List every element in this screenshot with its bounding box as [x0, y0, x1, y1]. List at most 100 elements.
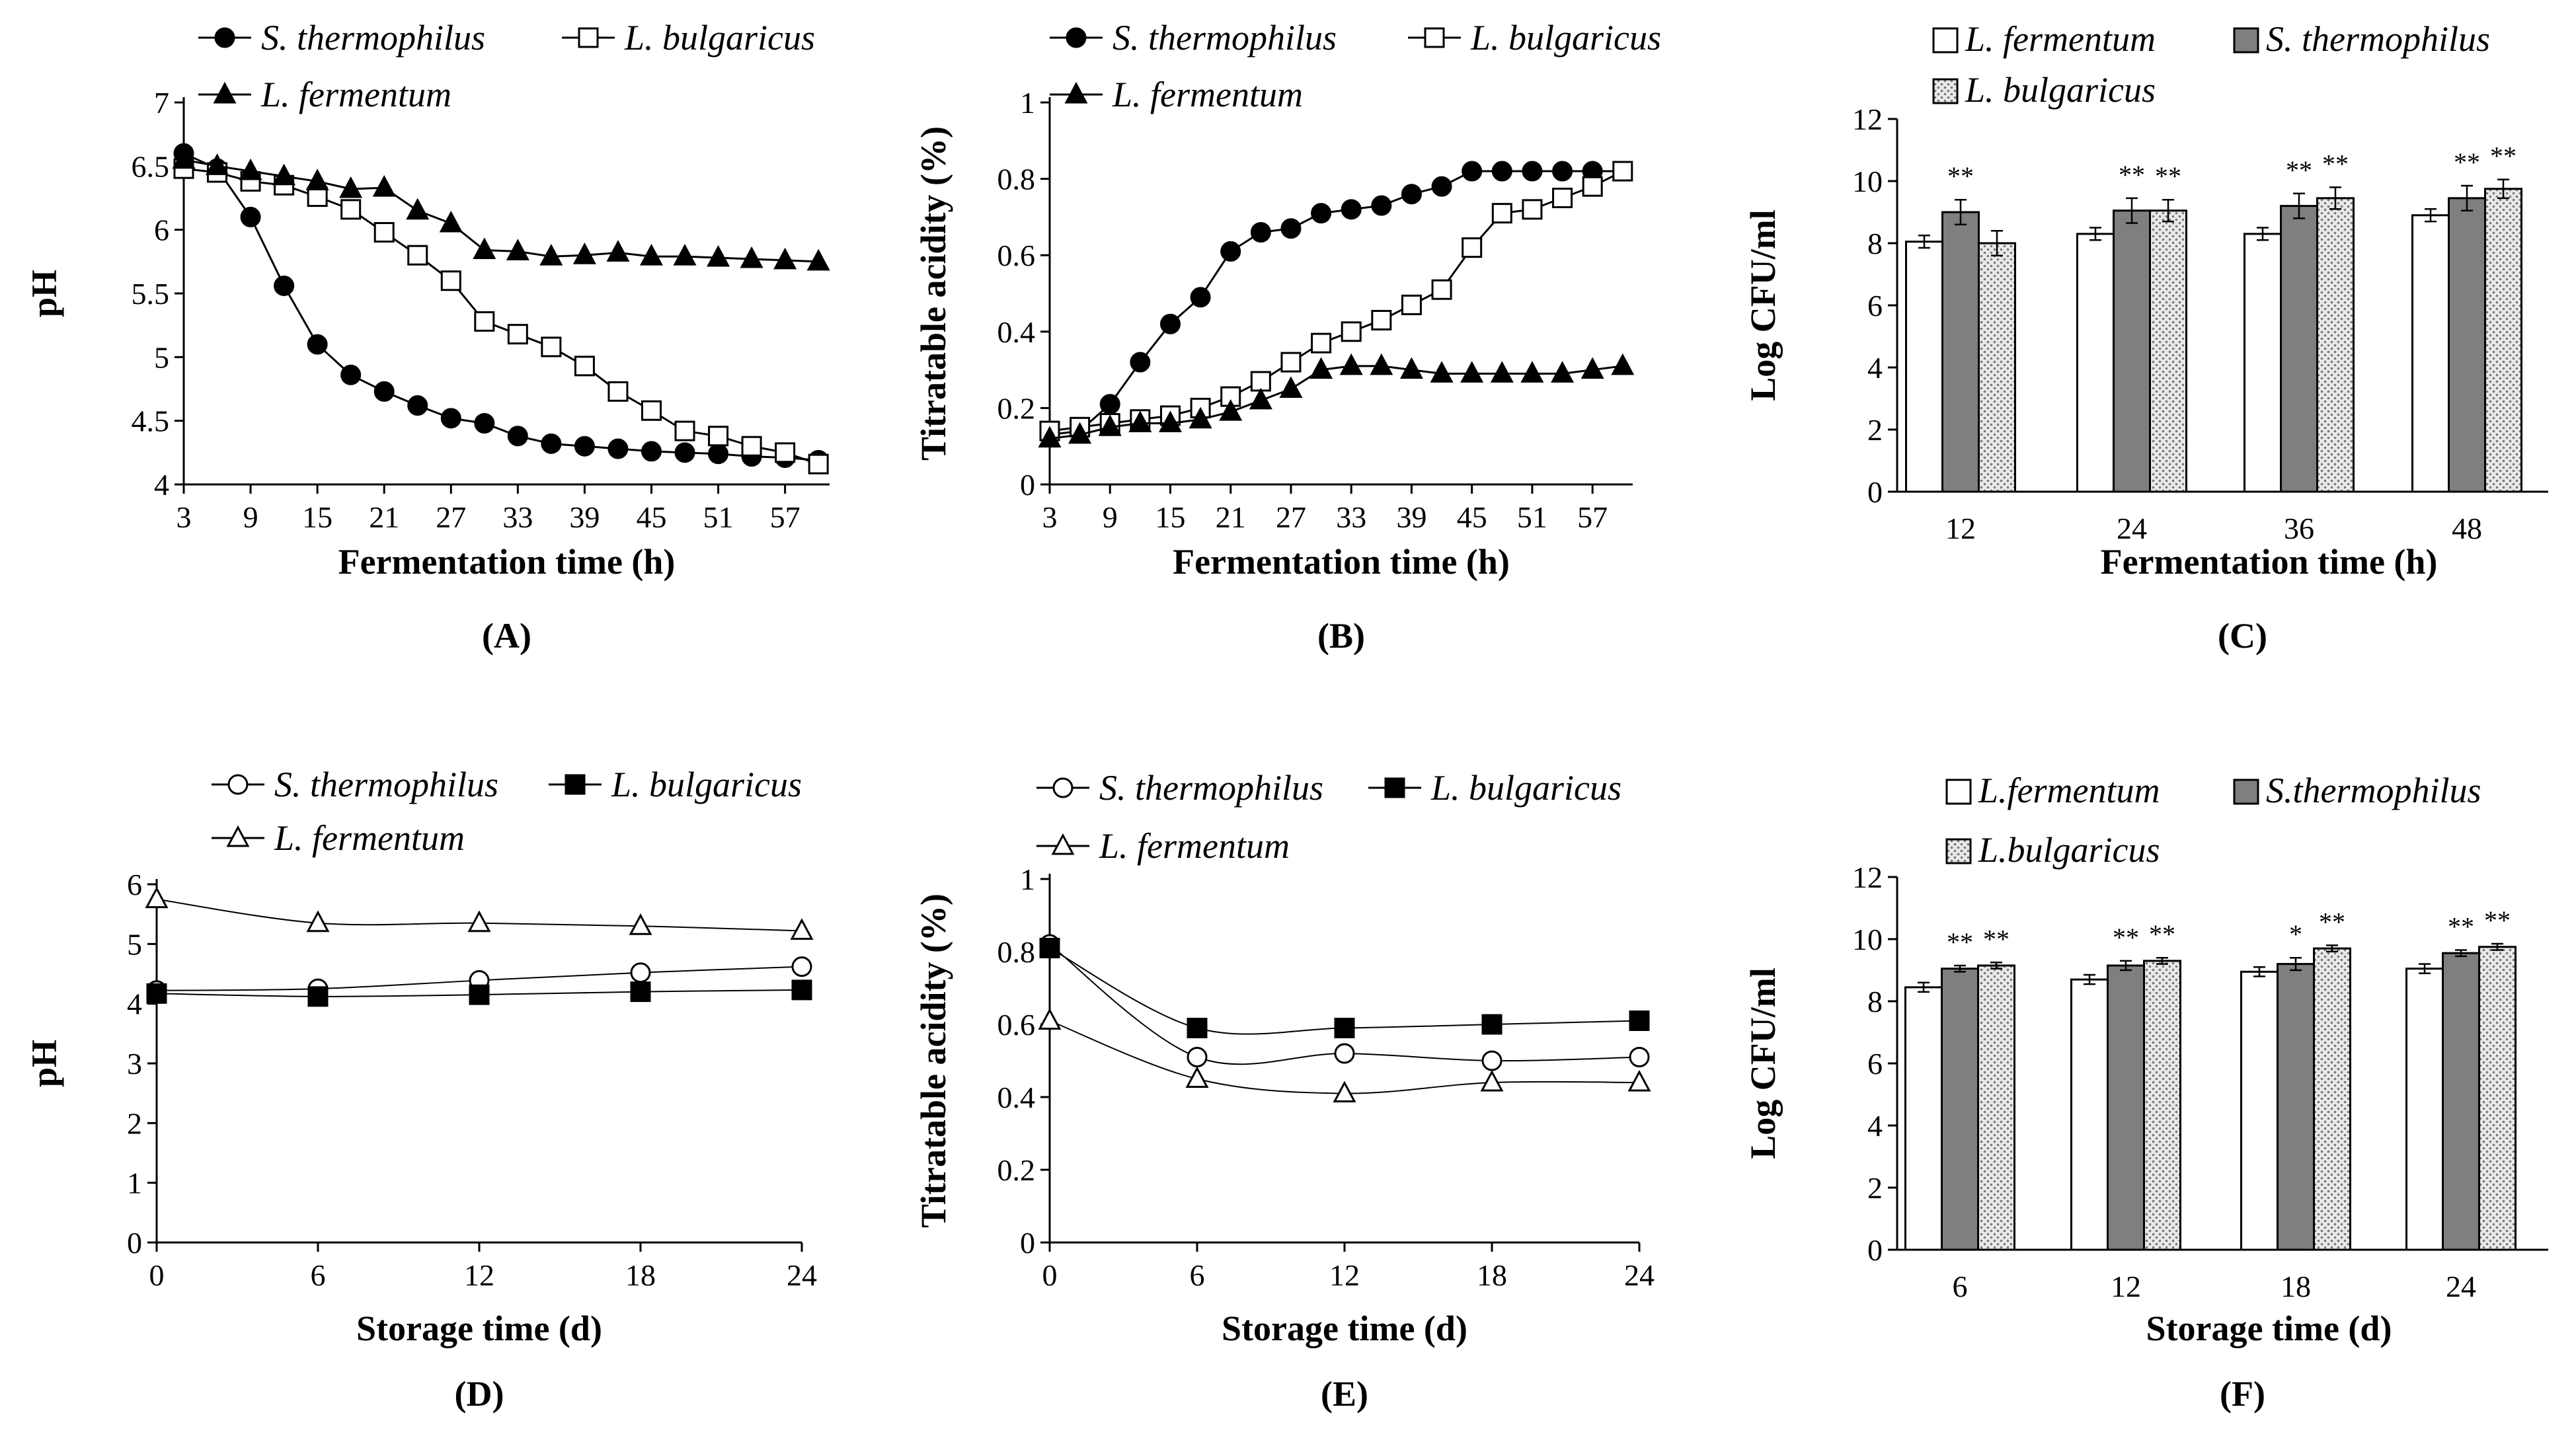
significance-mark: ** — [2448, 911, 2474, 941]
y-tick-label: 0 — [127, 1226, 142, 1260]
data-point — [791, 956, 812, 977]
y-tick-label: 1 — [1020, 862, 1035, 896]
significance-mark: ** — [1947, 927, 1973, 957]
data-point — [791, 979, 812, 1001]
x-tick-label: 9 — [243, 500, 258, 534]
legend-item-l-bulgaricus: L.bulgaricus — [1945, 830, 2160, 870]
legend-label: L. bulgaricus — [1430, 768, 1621, 808]
data-point — [630, 962, 651, 983]
data-point — [1189, 406, 1212, 429]
x-tick-label: 12 — [1945, 512, 1976, 545]
x-tick-label: 33 — [1336, 500, 1366, 534]
y-tick-label: 0 — [1867, 475, 1883, 509]
y-tick-label: 5 — [154, 340, 169, 374]
series-l-fermentum — [1038, 1008, 1651, 1102]
x-tick-label: 9 — [1103, 500, 1118, 534]
data-point — [1481, 1050, 1503, 1071]
x-axis-label: Fermentation time (h) — [338, 542, 676, 582]
significance-mark: ** — [2484, 905, 2511, 935]
y-axis-label: pH — [24, 1040, 64, 1087]
data-point — [1249, 387, 1272, 410]
legend-item-s-thermophilus: S. thermophilus — [2233, 19, 2490, 59]
data-point — [1158, 410, 1182, 433]
legend-label: S. thermophilus — [1112, 18, 1337, 57]
data-point — [1627, 1069, 1651, 1092]
bar-s-thermophilus — [1941, 211, 1980, 493]
bar-s-thermophilus — [2280, 205, 2318, 493]
legend-label: L. fermentum — [274, 818, 465, 858]
data-point — [307, 986, 329, 1007]
y-tick-label: 6 — [127, 868, 142, 901]
legend-label: L. bulgaricus — [611, 765, 802, 804]
data-point — [372, 174, 396, 197]
legend-item-l-bulgaricus: L. bulgaricus — [549, 765, 802, 804]
legend-label: L.fermentum — [1978, 771, 2160, 810]
data-point — [1128, 410, 1152, 433]
x-tick-label: 6 — [1190, 1258, 1205, 1292]
significance-mark: ** — [2319, 907, 2345, 936]
data-point — [146, 983, 167, 1004]
series-l-bulgaricus — [1039, 938, 1650, 1038]
data-point — [172, 147, 196, 169]
legend-item-s-thermophilus: S. thermophilus — [198, 18, 485, 57]
data-point — [1250, 222, 1271, 243]
data-point — [1098, 414, 1122, 436]
data-point — [1341, 321, 1362, 342]
x-tick-label: 18 — [1477, 1258, 1507, 1292]
x-tick-label: 27 — [1276, 500, 1306, 534]
data-point — [1480, 1069, 1504, 1092]
data-point — [406, 198, 430, 220]
significance-mark: ** — [2119, 160, 2145, 190]
data-point — [1522, 199, 1543, 220]
data-point — [1371, 309, 1392, 330]
data-point — [340, 364, 362, 385]
data-point — [572, 243, 596, 264]
y-tick-label: 1 — [127, 1166, 142, 1200]
legend-marker — [1052, 777, 1073, 798]
legend-marker — [214, 27, 235, 48]
data-point — [1280, 218, 1302, 239]
x-tick-label: 0 — [1042, 1258, 1058, 1292]
legend-marker — [227, 774, 249, 795]
data-point — [639, 243, 663, 266]
x-tick-label: 57 — [1577, 500, 1608, 534]
legend-swatch — [1945, 779, 1972, 805]
data-point — [1491, 203, 1512, 224]
bar-l-fermentum — [2411, 214, 2450, 493]
x-tick-label: 12 — [2111, 1270, 2141, 1303]
data-point — [407, 395, 428, 416]
significance-mark: ** — [2113, 923, 2139, 952]
legend-item-l-bulgaricus: L. bulgaricus — [1932, 70, 2156, 110]
x-tick-label: 15 — [302, 500, 332, 534]
data-point — [506, 239, 529, 260]
series-l-bulgaricus — [173, 158, 829, 475]
data-point — [1219, 399, 1243, 421]
x-axis-label: Fermentation time (h) — [2101, 542, 2438, 582]
series-l-fermentum — [145, 886, 814, 940]
legend-label: L. fermentum — [1112, 75, 1303, 114]
data-point — [307, 334, 328, 355]
x-tick-label: 45 — [636, 500, 666, 534]
data-point — [1582, 176, 1603, 197]
bar-s-thermophilus — [2113, 210, 2151, 493]
x-axis-label: Fermentation time (h) — [1173, 542, 1510, 582]
data-point — [740, 246, 763, 268]
data-point — [240, 206, 261, 227]
legend-item-l-fermentum: L. fermentum — [1050, 75, 1303, 114]
data-point — [629, 913, 652, 935]
data-point — [1629, 1047, 1650, 1067]
bar-l-bulgaricus — [1978, 242, 2016, 493]
bar-l-fermentum — [2244, 233, 2282, 493]
y-tick-label: 8 — [1867, 985, 1883, 1018]
legend-marker — [213, 81, 237, 104]
data-point — [206, 153, 229, 175]
legend-swatch — [1932, 78, 1959, 104]
data-point — [1371, 195, 1392, 216]
legend-label: L.bulgaricus — [1978, 830, 2160, 870]
data-point — [474, 413, 495, 434]
legend-label: S. thermophilus — [2266, 19, 2490, 59]
panel-tag: (D) — [455, 1374, 504, 1414]
data-point — [1039, 938, 1060, 958]
y-tick-label: 2 — [1867, 413, 1883, 447]
